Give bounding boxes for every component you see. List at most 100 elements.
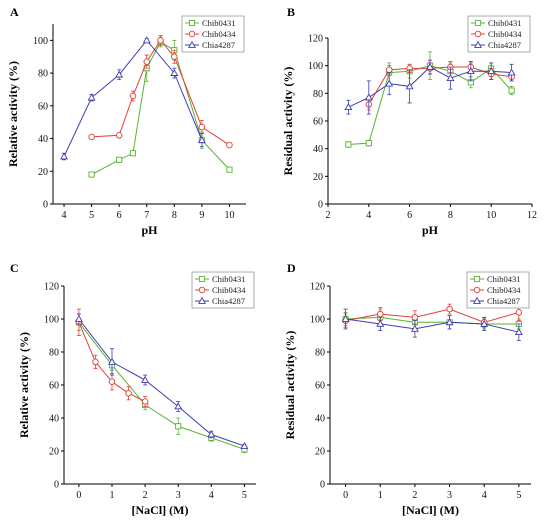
data-point — [108, 378, 116, 385]
data-point — [480, 319, 489, 327]
legend-label: Chia4287 — [212, 296, 245, 306]
data-point — [129, 92, 137, 100]
series-chia4287 — [74, 313, 249, 449]
data-point — [60, 152, 69, 160]
data-point — [345, 141, 352, 148]
x-axis-title: [NaCl] (M) — [132, 503, 189, 517]
x-tick-label: 1 — [378, 490, 383, 501]
data-point — [426, 62, 434, 70]
series-chia4287 — [60, 36, 206, 161]
y-tick-label: 20 — [313, 172, 323, 183]
data-point — [197, 136, 206, 144]
legend-label: Chia4287 — [488, 40, 521, 50]
panel-letter: B — [287, 5, 295, 19]
x-tick-label: 2 — [326, 210, 331, 221]
data-point — [446, 74, 455, 81]
data-point — [116, 156, 123, 163]
legend-label: Chib0431 — [487, 274, 521, 284]
legend-label: Chib0434 — [212, 285, 246, 295]
data-point — [141, 398, 149, 405]
data-point — [474, 30, 482, 38]
y-tick-label: 100 — [33, 36, 48, 47]
y-axis-title: Relative activity (%) — [6, 61, 20, 167]
y-tick-label: 120 — [44, 282, 59, 293]
panel-c: C 0 1 2 3 4 5 0 20 40 60 80 100 120 [NaCl] (M) Relative… — [10, 261, 256, 517]
series-chib0431 — [75, 313, 248, 454]
y-axis-title: Residual activity (%) — [283, 331, 297, 440]
data-point — [473, 286, 481, 294]
data-point — [344, 103, 353, 111]
y-tick-label: 80 — [49, 348, 59, 359]
data-point — [377, 310, 384, 318]
legend-label: Chib0434 — [202, 29, 236, 39]
data-point — [445, 318, 454, 326]
data-point — [341, 314, 350, 322]
data-point — [226, 166, 233, 173]
x-tick-label: 4 — [209, 490, 214, 501]
series-line — [345, 308, 520, 323]
data-point — [142, 36, 151, 44]
x-tick-label: 2 — [143, 490, 148, 501]
data-point — [466, 67, 475, 75]
x-tick-label: 0 — [343, 490, 348, 501]
data-point — [405, 82, 414, 90]
x-tick-label: 10 — [224, 210, 234, 221]
data-point — [240, 441, 249, 449]
x-tick-label: 12 — [527, 210, 537, 221]
series-line — [345, 318, 519, 333]
x-tick-label: 1 — [110, 490, 115, 501]
y-tick-label: 60 — [49, 381, 59, 392]
legend-label: Chia4287 — [487, 296, 520, 306]
legend-label: Chia4287 — [202, 40, 235, 50]
data-point — [411, 314, 419, 321]
data-point — [87, 93, 96, 101]
data-point — [188, 19, 196, 27]
y-axis-title: Residual activity (%) — [281, 67, 295, 176]
data-point — [207, 430, 216, 438]
x-tick-label: 8 — [172, 210, 177, 221]
data-point — [446, 305, 453, 313]
data-point — [515, 309, 523, 316]
data-point — [474, 19, 482, 27]
x-tick-label: 6 — [407, 210, 412, 221]
data-point — [171, 53, 178, 60]
series-chia4287 — [341, 308, 523, 341]
series-line — [345, 316, 519, 325]
data-point — [198, 286, 206, 294]
x-tick-label: 4 — [62, 210, 67, 221]
data-point — [174, 402, 183, 410]
data-point — [129, 150, 137, 157]
series-line — [78, 318, 245, 447]
x-tick-label: 6 — [117, 210, 122, 221]
data-point — [507, 68, 516, 76]
data-point — [115, 132, 123, 139]
legend-label: Chib0434 — [488, 29, 522, 39]
data-point — [175, 423, 182, 430]
x-tick-label: 4 — [482, 490, 487, 501]
data-point — [143, 58, 150, 65]
y-tick-label: 20 — [49, 447, 59, 458]
x-tick-label: 5 — [516, 490, 521, 501]
y-tick-label: 60 — [315, 381, 325, 392]
x-tick-label: 2 — [412, 490, 417, 501]
y-tick-label: 100 — [44, 315, 59, 326]
y-tick-label: 40 — [38, 134, 48, 145]
x-tick-label: 8 — [448, 210, 453, 221]
data-point — [125, 390, 132, 397]
x-tick-label: 4 — [366, 210, 371, 221]
x-tick-label: 3 — [176, 490, 181, 501]
y-tick-label: 100 — [310, 315, 325, 326]
x-axis-title: [NaCl] (M) — [402, 503, 459, 517]
data-point — [385, 66, 393, 74]
data-point — [473, 296, 481, 304]
data-point — [376, 319, 385, 327]
x-tick-label: 10 — [486, 210, 496, 221]
data-point — [514, 328, 523, 336]
data-point — [141, 375, 150, 383]
y-tick-label: 120 — [308, 34, 323, 45]
data-point — [115, 70, 124, 78]
y-tick-label: 120 — [310, 282, 325, 293]
